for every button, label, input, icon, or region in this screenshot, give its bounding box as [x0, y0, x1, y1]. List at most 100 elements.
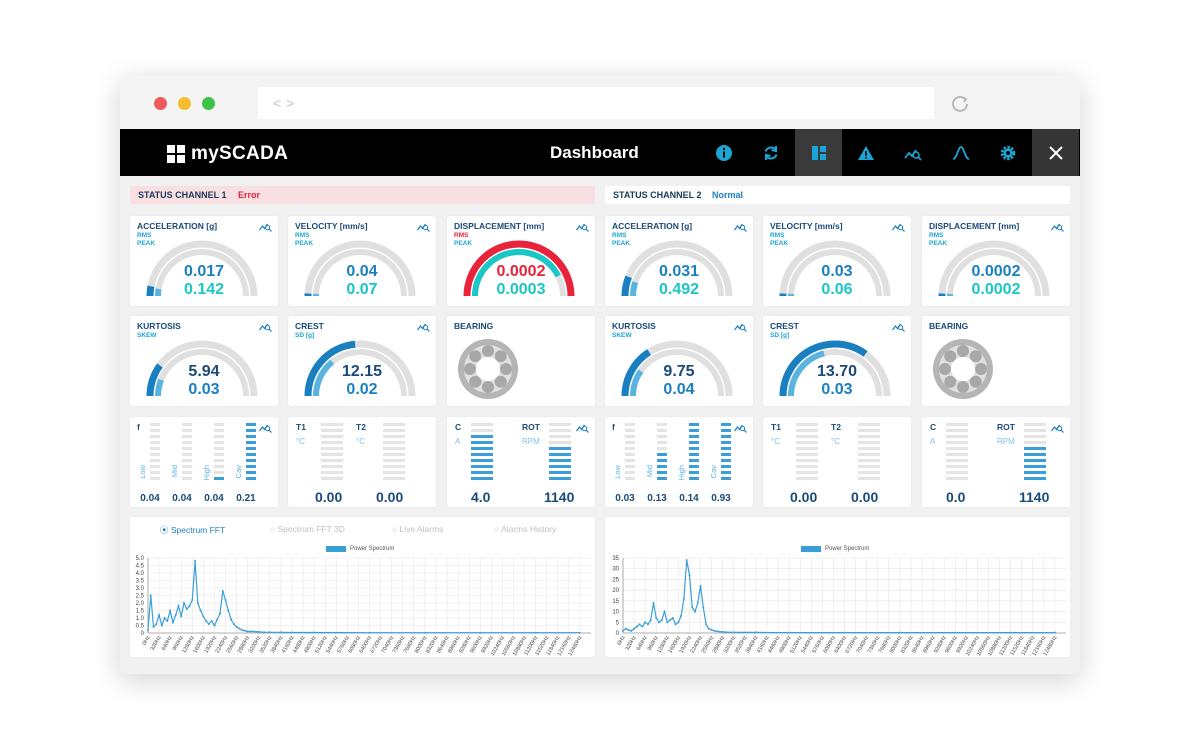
power-spectrum-point — [243, 629, 246, 632]
kurtosis-card: KURTOSIS SKEW 5.94 0.03 — [130, 316, 278, 406]
url-bar[interactable]: < > — [258, 87, 934, 119]
back-button[interactable]: < — [273, 95, 282, 111]
current-bar-segment — [471, 477, 493, 480]
current-bar-segment — [946, 465, 968, 468]
frequency-cav-bar-segment — [246, 453, 256, 456]
t2-bar-segment — [383, 447, 405, 450]
power-spectrum-point — [685, 559, 688, 562]
power-spectrum-point — [633, 627, 636, 630]
rotation-bar-segment — [1024, 435, 1046, 438]
frequency-low-bar-segment — [150, 459, 160, 462]
trend-search-icon[interactable] — [1051, 422, 1064, 433]
frequency-cav-bar-segment — [246, 423, 256, 426]
t1-label: T1 — [296, 422, 306, 432]
frequency-mid-bar-segment — [657, 465, 667, 468]
crest-title: CREST — [770, 321, 799, 331]
crest-value-primary: 13.70 — [816, 363, 858, 380]
t2-bar-segment — [383, 435, 405, 438]
nav-button-info[interactable] — [700, 129, 747, 176]
power-spectrum-point — [660, 619, 663, 622]
frequency-low-bar-segment — [150, 435, 160, 438]
trend-search-icon[interactable] — [576, 221, 589, 232]
velocity-sub2-label: PEAK — [295, 240, 314, 247]
power-spectrum-point — [646, 623, 649, 626]
kurtosis-gauge — [146, 340, 258, 397]
power-spectrum-point — [158, 614, 161, 616]
frequency-low-bar-segment — [625, 441, 635, 444]
tab-spectrum-fft[interactable]: ⦿ Spectrum FFT — [160, 524, 225, 536]
logo-icon — [167, 145, 185, 163]
trend-search-icon[interactable] — [892, 321, 905, 332]
reload-icon[interactable] — [948, 91, 972, 115]
trend-search-icon[interactable] — [734, 321, 747, 332]
t2-bar-segment — [858, 423, 880, 426]
power-spectrum-point — [255, 630, 257, 633]
t2-label: T2 — [356, 422, 366, 432]
trend-search-icon[interactable] — [259, 221, 272, 232]
current-bar-segment — [471, 429, 493, 432]
nav-button-bell-curve[interactable] — [937, 129, 984, 176]
kurtosis-gauge — [621, 340, 733, 397]
nav-button-close[interactable] — [1032, 129, 1079, 176]
close-window-dot[interactable] — [154, 97, 167, 110]
maximize-window-dot[interactable] — [202, 97, 215, 110]
nav-button-gear[interactable] — [984, 129, 1031, 176]
frequency-low-bar-segment — [625, 477, 635, 480]
velocity-gauge — [304, 240, 416, 297]
tab-live-alarms[interactable]: ○ Live Alarms — [392, 524, 443, 534]
frequency-low-bar-segment — [625, 447, 635, 450]
trend-search-icon[interactable] — [259, 422, 272, 433]
current-value: 4.0 — [471, 489, 491, 505]
rotation-bar-segment — [549, 453, 571, 456]
acceleration-sub2-label: PEAK — [612, 240, 631, 247]
frequency-high-bar-segment — [214, 435, 224, 438]
nav-button-alarm-warning[interactable] — [842, 129, 889, 176]
frequency-cav-bar-segment — [246, 429, 256, 432]
tab-spectrum-fft-3d[interactable]: ○ Spectrum FFT 3D — [270, 524, 345, 534]
minimize-window-dot[interactable] — [178, 97, 191, 110]
nav-button-refresh[interactable] — [747, 129, 794, 176]
dashboard-content: STATUS CHANNEL 1 Error STATUS CHANNEL 2 Nor… — [120, 176, 1080, 674]
nav-button-dashboard[interactable] — [795, 129, 842, 176]
trend-search-icon[interactable] — [892, 221, 905, 232]
current-label: C — [455, 422, 462, 432]
current-unit: A — [930, 437, 936, 446]
t1-bar-segment — [796, 465, 818, 468]
t2-bar-segment — [383, 471, 405, 474]
frequency-cav-bar-segment — [246, 471, 256, 474]
power-spectrum-point — [713, 629, 716, 632]
frequency-high-bar-segment — [214, 459, 224, 462]
trend-search-icon[interactable] — [259, 321, 272, 332]
displacement-gauge — [938, 240, 1050, 297]
y-tick-label: 3.5 — [136, 579, 145, 585]
displacement-title: DISPLACEMENT [mm] — [454, 221, 545, 231]
power-spectrum-point — [954, 631, 957, 634]
trend-search-icon[interactable] — [1051, 221, 1064, 232]
trend-search-icon[interactable] — [417, 221, 430, 232]
frequency-low-bar-segment — [150, 471, 160, 474]
legend-label: Power Spectrum — [350, 546, 395, 552]
trend-search-icon[interactable] — [734, 422, 747, 433]
trend-search-icon[interactable] — [734, 221, 747, 232]
velocity-sub1-label: RMS — [295, 232, 310, 239]
bearing-card: BEARING — [447, 316, 595, 406]
forward-button[interactable]: > — [286, 95, 295, 111]
power-spectrum-point — [627, 628, 630, 631]
tab-alarms-history[interactable]: ○ Alarms History — [494, 524, 556, 534]
power-spectrum-point — [699, 584, 702, 587]
legend-label: Power Spectrum — [825, 546, 870, 552]
current-bar-segment — [471, 465, 493, 468]
trend-search-icon[interactable] — [417, 321, 430, 332]
power-spectrum-point — [669, 619, 672, 622]
frequency-low-bar-segment — [625, 435, 635, 438]
power-spectrum-point — [423, 631, 426, 634]
nav-button-trend-search[interactable] — [889, 129, 936, 176]
power-spectrum-point — [724, 631, 727, 634]
velocity-sub2-label: PEAK — [770, 240, 789, 247]
y-tick-label: 5.0 — [136, 556, 145, 562]
trend-search-icon[interactable] — [576, 422, 589, 433]
status-channel-1: STATUS CHANNEL 1 Error — [130, 186, 595, 204]
frequency-value-low: 0.04 — [140, 493, 160, 504]
rotation-bar-segment — [1024, 423, 1046, 426]
t2-bar-segment — [383, 453, 405, 456]
